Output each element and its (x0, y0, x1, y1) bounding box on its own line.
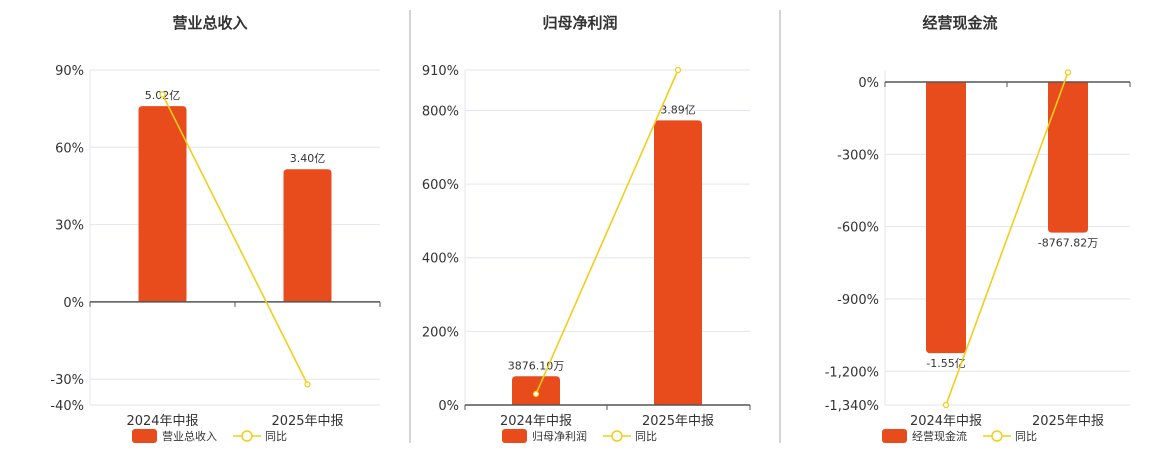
legend-bar-swatch (882, 429, 907, 443)
series-point (304, 381, 311, 388)
bar-data-label: -8767.82万 (1038, 237, 1098, 250)
y-tick-label: 90% (55, 64, 84, 79)
y-tick-label: 0% (438, 399, 459, 414)
x-tick-label: 2025年中报 (1032, 414, 1104, 429)
legend-bar-label: 经营现金流 (912, 429, 967, 443)
x-tick-label: 2025年中报 (271, 414, 343, 429)
legend-bar-label: 营业总收入 (162, 429, 217, 443)
y-tick-label: 910% (422, 64, 459, 79)
y-tick-label: 0% (858, 76, 879, 91)
y-tick-label: 60% (55, 141, 84, 156)
chart-title: 经营现金流 (922, 14, 997, 32)
legend-line-label: 同比 (635, 430, 657, 443)
bar-data-label: 3876.10万 (508, 359, 565, 372)
bar (1048, 82, 1088, 233)
x-tick-label: 2024年中报 (910, 414, 982, 429)
y-tick-label: -1,340% (825, 399, 879, 414)
chart-panel-1: 营业总收入90%60%30%0%-30%-40%5.02亿3.40亿2024年中… (50, 14, 381, 443)
y-tick-label: -900% (837, 293, 879, 308)
series-point (942, 401, 950, 409)
series-line (535, 69, 679, 395)
legend-bar-swatch (132, 429, 157, 443)
y-tick-label: 30% (55, 219, 84, 234)
legend-line-marker (241, 430, 253, 442)
series-point (674, 66, 682, 74)
y-tick-label: 400% (422, 252, 459, 267)
y-tick-label: 600% (422, 178, 459, 193)
legend-bar-label: 归母净利润 (532, 429, 587, 443)
bar-data-label: 3.89亿 (660, 103, 696, 116)
y-tick-label: -40% (50, 399, 84, 414)
legend-line-marker (611, 430, 623, 442)
bar (512, 376, 560, 405)
legend-bar-swatch (502, 429, 527, 443)
y-tick-label: -30% (50, 373, 84, 388)
y-tick-label: 800% (422, 104, 459, 119)
bar (138, 106, 187, 302)
chart-panel-2: 归母净利润 910% 800% 600% 400% 200% 0% 3876.10万 3.89亿… (422, 14, 751, 443)
x-tick-label: 2024年中报 (126, 414, 198, 429)
legend-line-marker (991, 430, 1003, 442)
y-tick-label: 200% (422, 325, 459, 340)
series-point (159, 91, 166, 98)
y-tick-label: -1,200% (825, 365, 879, 380)
y-tick-label: -300% (837, 148, 879, 163)
chart-title: 归母净利润 (542, 14, 617, 32)
bar (283, 169, 332, 302)
bar-data-label: -1.55亿 (926, 357, 965, 370)
y-tick-label: -600% (837, 221, 879, 236)
bar (926, 82, 966, 354)
bar (654, 120, 702, 405)
y-tick-label: 0% (63, 296, 84, 311)
x-tick-label: 2025年中报 (642, 414, 714, 429)
x-tick-label: 2024年中报 (500, 414, 572, 429)
chart-title: 营业总收入 (172, 14, 247, 32)
series-point (1064, 69, 1072, 76)
legend-line-label: 同比 (1015, 430, 1037, 443)
series-line (945, 72, 1069, 406)
series-line (161, 94, 309, 385)
chart-panel-3: 经营现金流 0% -300% -600% -900% -1,200% -1,340% -1.5… (825, 14, 1131, 443)
legend-line-label: 同比 (265, 430, 287, 443)
bar-data-label: 3.40亿 (290, 152, 326, 165)
series-point (532, 390, 540, 398)
